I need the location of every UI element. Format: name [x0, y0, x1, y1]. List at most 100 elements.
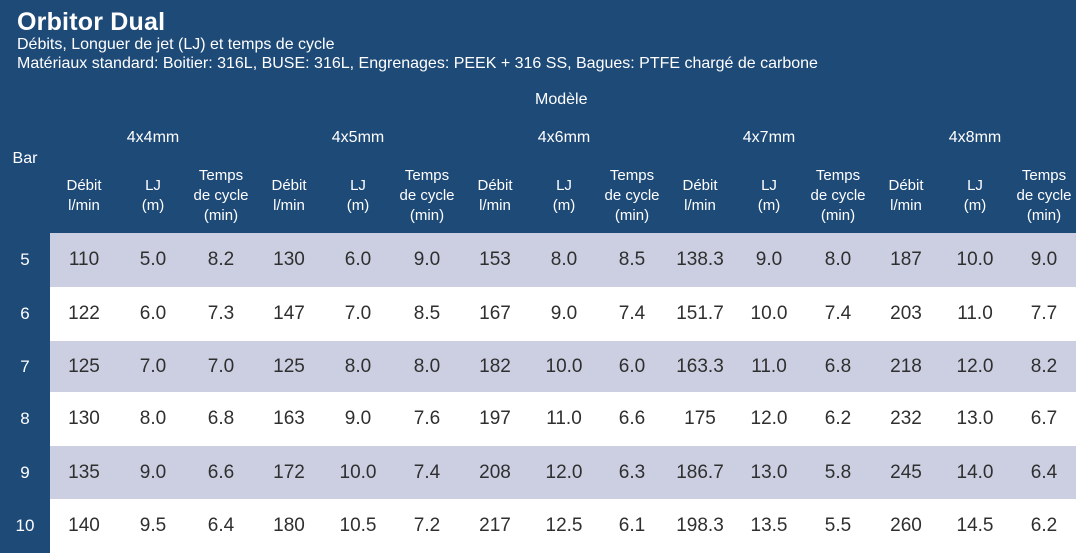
- column-header-temps: Temps de cycle (min): [399, 167, 455, 224]
- table-cell-debit: 172: [273, 461, 305, 483]
- bar-value: 5: [0, 233, 50, 287]
- table-cell-lj: 14.0: [956, 461, 994, 483]
- table-cell-temps: 7.2: [413, 515, 441, 536]
- table-cell-lj: 14.5: [956, 515, 994, 536]
- table-cell-temps: 8.5: [618, 249, 646, 270]
- model-header-1: 4x4mm: [126, 129, 180, 146]
- table-cell-debit: 245: [890, 461, 922, 483]
- column-header-debit: Débit l/min: [477, 177, 513, 214]
- table-cell-temps: 6.3: [618, 461, 646, 483]
- table-cell-lj: 11.0: [957, 303, 993, 324]
- table-cell-debit: 187: [890, 249, 922, 270]
- table-cell-debit: 125: [68, 355, 100, 377]
- bar-column-header: Bar: [12, 150, 38, 167]
- model-header-5: 4x8mm: [948, 129, 1002, 146]
- model-group-header: Modèle: [535, 91, 588, 108]
- table-cell-debit: 180: [273, 515, 305, 536]
- table-cell-temps: 8.0: [413, 355, 441, 377]
- table-cell-temps: 6.0: [618, 355, 646, 377]
- table-cell-lj: 6.0: [139, 303, 167, 324]
- table-cell-debit: 217: [479, 515, 511, 536]
- table-cell-debit: 151.7: [676, 303, 724, 324]
- table-cell-lj: 11.0: [546, 408, 582, 429]
- table-cell-temps: 7.7: [1030, 303, 1058, 324]
- table-cell-debit: 125: [273, 355, 305, 377]
- bar-value: 10: [0, 499, 50, 553]
- subtitle-materials: Matériaux standard: Boitier: 316L, BUSE:…: [17, 55, 818, 72]
- column-header-lj: LJ (m): [757, 177, 781, 214]
- table-cell-temps: 5.8: [824, 461, 852, 483]
- table-cell-lj: 7.0: [344, 303, 372, 324]
- table-row: 7 125 7.0 7.0 125 8.0 8.0 182 10.0 6.0 163.3 11.0 6.…: [0, 341, 1076, 392]
- subtitle-flow-rates: Débits, Longuer de jet (LJ) et temps de …: [17, 36, 335, 53]
- bar-value: 8: [0, 392, 50, 446]
- table-cell-debit: 163.3: [676, 355, 724, 377]
- table-cell-lj: 10.0: [956, 249, 994, 270]
- bar-value: 9: [0, 446, 50, 499]
- table-cell-lj: 9.0: [139, 461, 167, 483]
- table-cell-temps: 6.6: [207, 461, 235, 483]
- table-cell-debit: 197: [479, 408, 511, 429]
- table-cell-lj: 7.0: [139, 355, 167, 377]
- table-cell-debit: 167: [479, 303, 511, 324]
- table-cell-temps: 6.7: [1030, 408, 1058, 429]
- table-cell-lj: 10.0: [545, 355, 583, 377]
- table-cell-debit: 203: [890, 303, 922, 324]
- table-cell-lj: 8.0: [344, 355, 372, 377]
- table-cell-temps: 6.8: [207, 408, 235, 429]
- table-cell-lj: 12.5: [545, 515, 583, 536]
- table-cell-temps: 8.5: [413, 303, 441, 324]
- column-header-debit: Débit l/min: [888, 177, 924, 214]
- table-cell-temps: 8.2: [207, 249, 235, 270]
- table-cell-temps: 5.5: [824, 515, 852, 536]
- table-cell-temps: 7.4: [618, 303, 646, 324]
- table-cell-lj: 11.0: [751, 355, 787, 377]
- table-cell-lj: 9.0: [755, 249, 783, 270]
- table-row: 5 110 5.0 8.2 130 6.0 9.0 153 8.0 8.5 138.3 9.0 8.0 1…: [0, 233, 1076, 287]
- table-cell-debit: 140: [68, 515, 100, 536]
- table-cell-debit: 186.7: [676, 461, 724, 483]
- column-header-debit: Débit l/min: [66, 177, 102, 214]
- table-cell-lj: 10.5: [339, 515, 377, 536]
- table-cell-temps: 9.0: [1030, 249, 1058, 270]
- table-cell-lj: 12.0: [956, 355, 994, 377]
- table-cell-lj: 10.0: [750, 303, 788, 324]
- table-cell-lj: 12.0: [750, 408, 788, 429]
- table-cell-temps: 6.8: [824, 355, 852, 377]
- table-cell-debit: 135: [68, 461, 100, 483]
- model-header-3: 4x6mm: [537, 129, 591, 146]
- table-cell-temps: 9.0: [413, 249, 441, 270]
- model-header-4: 4x7mm: [742, 129, 796, 146]
- table-cell-debit: 153: [479, 249, 511, 270]
- table-cell-lj: 10.0: [339, 461, 377, 483]
- table-cell-temps: 8.0: [824, 249, 852, 270]
- model-header-2: 4x5mm: [331, 129, 385, 146]
- table-row: 10 140 9.5 6.4 180 10.5 7.2 217 12.5 6.1 198.3 13.5…: [0, 499, 1076, 553]
- table-cell-debit: 163: [273, 408, 305, 429]
- table-cell-lj: 5.0: [139, 249, 167, 270]
- table-cell-temps: 6.2: [1030, 515, 1058, 536]
- table-cell-debit: 260: [890, 515, 922, 536]
- table-cell-lj: 9.0: [344, 408, 372, 429]
- table-cell-lj: 9.0: [550, 303, 578, 324]
- table-cell-debit: 175: [684, 408, 716, 429]
- table-cell-debit: 198.3: [676, 515, 724, 536]
- table-cell-lj: 8.0: [550, 249, 578, 270]
- column-header-lj: LJ (m): [346, 177, 370, 214]
- bar-value: 7: [0, 341, 50, 392]
- column-header-temps: Temps de cycle (min): [810, 167, 866, 224]
- table-cell-lj: 9.5: [139, 515, 167, 536]
- table-cell-lj: 13.0: [750, 461, 788, 483]
- table-cell-temps: 7.0: [207, 355, 235, 377]
- table-row: 8 130 8.0 6.8 163 9.0 7.6 197 11.0 6.6 175 12.0 6.2 2…: [0, 392, 1076, 446]
- table-cell-temps: 8.2: [1030, 355, 1058, 377]
- table-cell-debit: 110: [68, 249, 100, 270]
- table-cell-debit: 138.3: [676, 249, 724, 270]
- table-cell-debit: 130: [273, 249, 305, 270]
- table-cell-lj: 8.0: [139, 408, 167, 429]
- column-header-lj: LJ (m): [552, 177, 576, 214]
- table-cell-lj: 6.0: [344, 249, 372, 270]
- bar-value: 6: [0, 287, 50, 341]
- column-header-lj: LJ (m): [141, 177, 165, 214]
- table-cell-temps: 7.3: [207, 303, 235, 324]
